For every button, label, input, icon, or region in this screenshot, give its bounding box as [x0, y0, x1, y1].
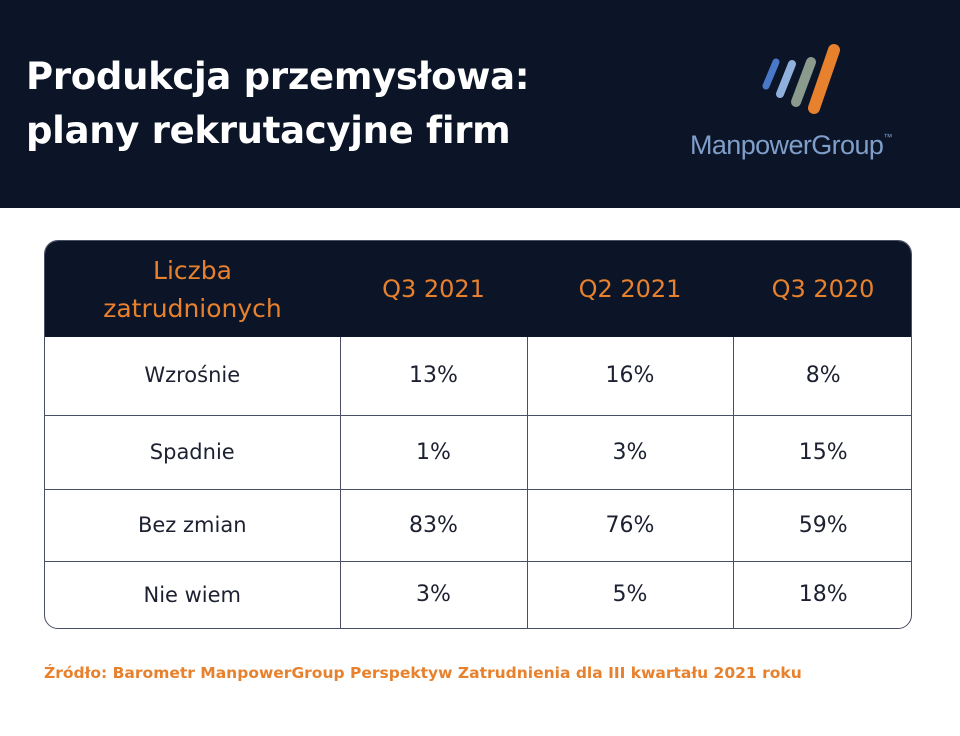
- column-header-q2-2021: Q2 2021: [578, 275, 682, 303]
- logo-stripe-gray: [791, 57, 816, 107]
- table-row: Wzrośnie 13% 16% 8%: [45, 337, 911, 416]
- logo-wordmark: ManpowerGroup™: [690, 130, 892, 161]
- logo-stripe-lightblue: [776, 60, 796, 98]
- table-cell: 13%: [340, 337, 528, 416]
- table-cell: 18%: [798, 582, 848, 608]
- logo-stripe-blue: [762, 58, 780, 90]
- title-line-2: plany rekrutacyjne firm: [26, 109, 511, 152]
- row-label: Spadnie: [45, 415, 341, 490]
- data-table: Liczba zatrudnionych Q3 2021 Q2 2021 Q3 …: [45, 241, 911, 628]
- trademark-mark: ™: [883, 132, 892, 142]
- table-row: Nie wiem 3% 5% 18%: [45, 561, 911, 628]
- logo-text: ManpowerGroup: [690, 130, 884, 160]
- row-label: Bez zmian: [45, 489, 341, 562]
- source-note: Źródło: Barometr ManpowerGroup Perspekty…: [44, 664, 802, 682]
- row-label: Wzrośnie: [45, 337, 341, 416]
- table-cell: 5%: [527, 561, 734, 628]
- table-cell: 3%: [340, 561, 528, 628]
- logo-stripe-orange: [808, 44, 840, 114]
- recruitment-plans-table: Liczba zatrudnionych Q3 2021 Q2 2021 Q3 …: [44, 240, 912, 629]
- page-title: Produkcja przemysłowa: plany rekrutacyjn…: [26, 50, 530, 158]
- header-banner: Produkcja przemysłowa: plany rekrutacyjn…: [0, 0, 960, 208]
- table-row: Spadnie 1% 3% 15%: [45, 415, 911, 490]
- table-cell: 59%: [733, 489, 911, 562]
- header-label-line-2: zatrudnionych: [103, 294, 282, 323]
- title-line-1: Produkcja przemysłowa:: [26, 55, 530, 98]
- table-cell: 76%: [527, 489, 734, 562]
- column-header-q3-2020: Q3 2020: [771, 275, 875, 303]
- table-cell: 8%: [733, 337, 911, 416]
- table-cell: 83%: [340, 489, 528, 562]
- table-cell: 1%: [340, 415, 528, 490]
- table-cell: 16%: [527, 337, 734, 416]
- table-cell: 3%: [527, 415, 734, 490]
- table-row: Bez zmian 83% 76% 59%: [45, 489, 911, 562]
- header-label: Liczba zatrudnionych: [45, 241, 340, 337]
- logo-stripes-icon: [762, 44, 840, 114]
- table-cell: 15%: [733, 415, 911, 490]
- row-label: Nie wiem: [45, 561, 341, 628]
- column-header-q3-2021: Q3 2021: [382, 275, 485, 303]
- table-header-row: Liczba zatrudnionych Q3 2021 Q2 2021 Q3 …: [45, 241, 911, 337]
- header-label-line-1: Liczba: [153, 256, 232, 285]
- manpowergroup-logo: ManpowerGroup™: [690, 40, 920, 170]
